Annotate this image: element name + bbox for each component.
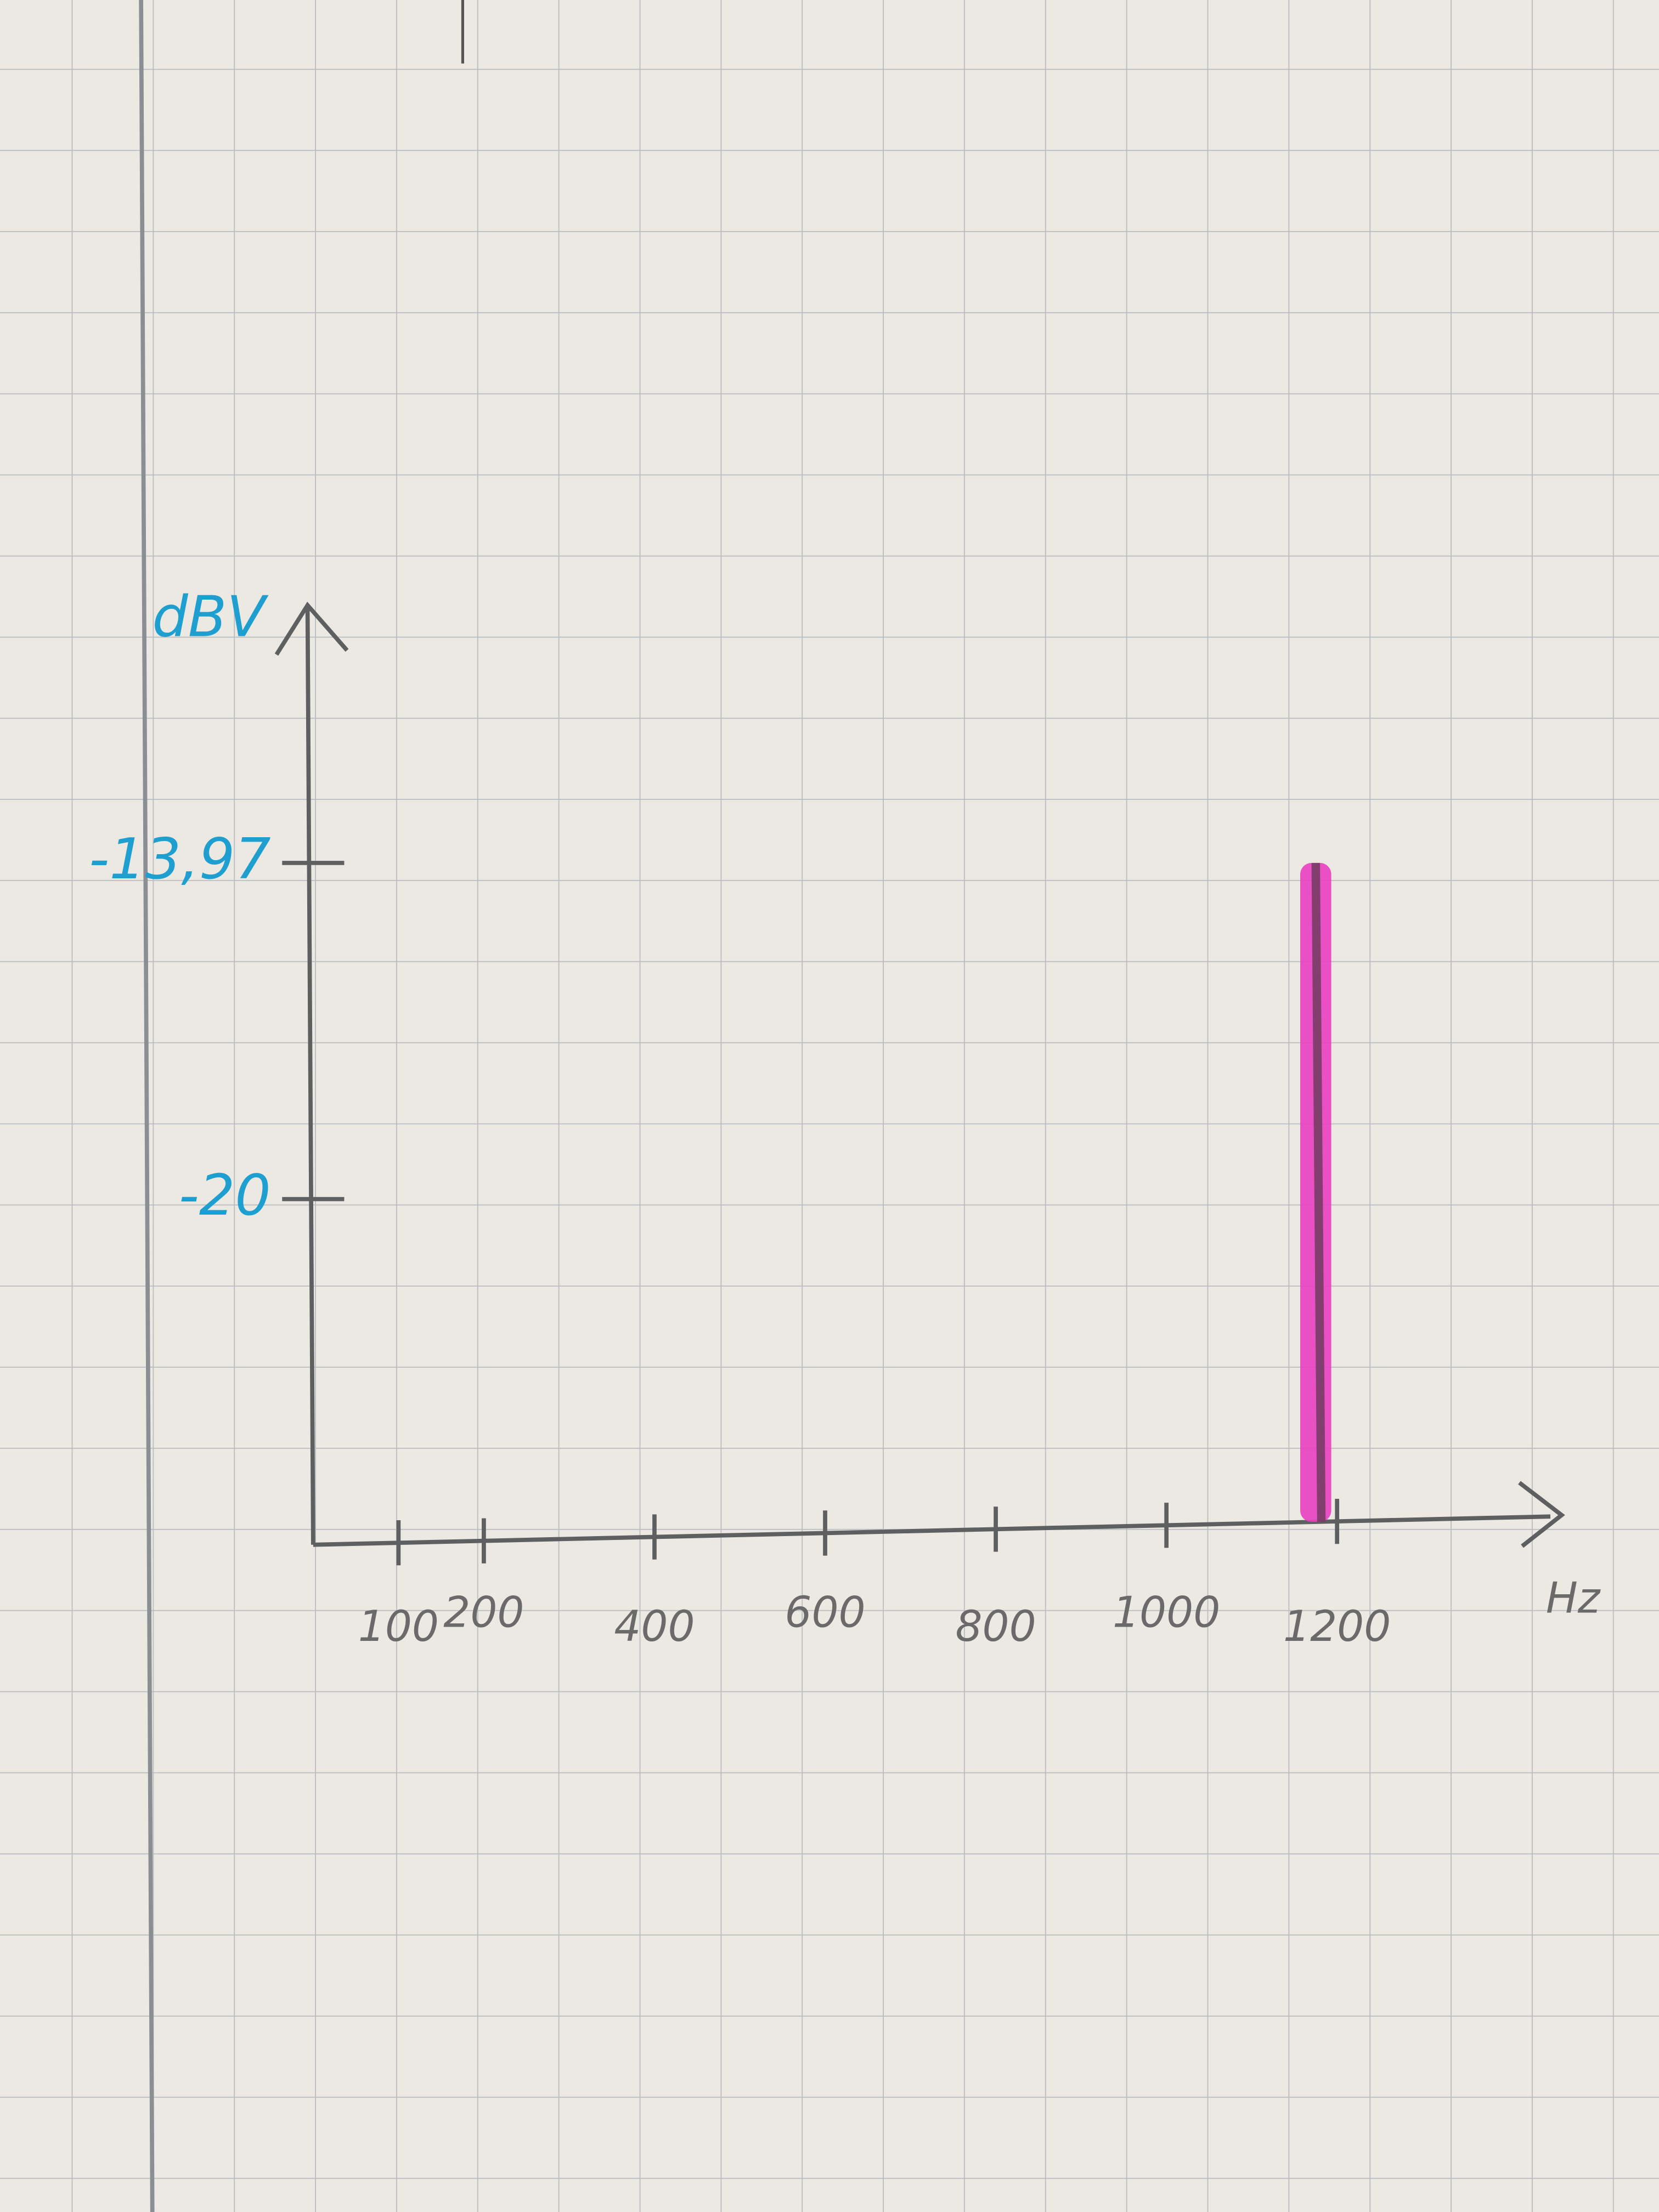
- x-tick-label: 600: [785, 1588, 865, 1637]
- x-axis-arrow: [1518, 1481, 1565, 1548]
- x-tick-label: 200: [443, 1588, 524, 1637]
- x-axis: [313, 1514, 1551, 1547]
- x-tick-label: 800: [955, 1602, 1036, 1651]
- y-tick-label: -20: [179, 1163, 271, 1228]
- x-tick-label: 1200: [1283, 1602, 1391, 1651]
- y-axis-label: dBV: [152, 585, 269, 650]
- stem-core: [1311, 862, 1326, 1522]
- x-axis-label: Hz: [1546, 1574, 1601, 1623]
- x-tick-label: 400: [614, 1602, 695, 1651]
- x-tick-label: 100: [358, 1602, 439, 1651]
- y-axis: [305, 605, 315, 1545]
- y-tick-label: -13,97: [89, 827, 271, 892]
- margin-line: [139, 0, 155, 2212]
- x-tick-label: 1000: [1113, 1588, 1220, 1637]
- y-axis-arrow: [274, 601, 349, 656]
